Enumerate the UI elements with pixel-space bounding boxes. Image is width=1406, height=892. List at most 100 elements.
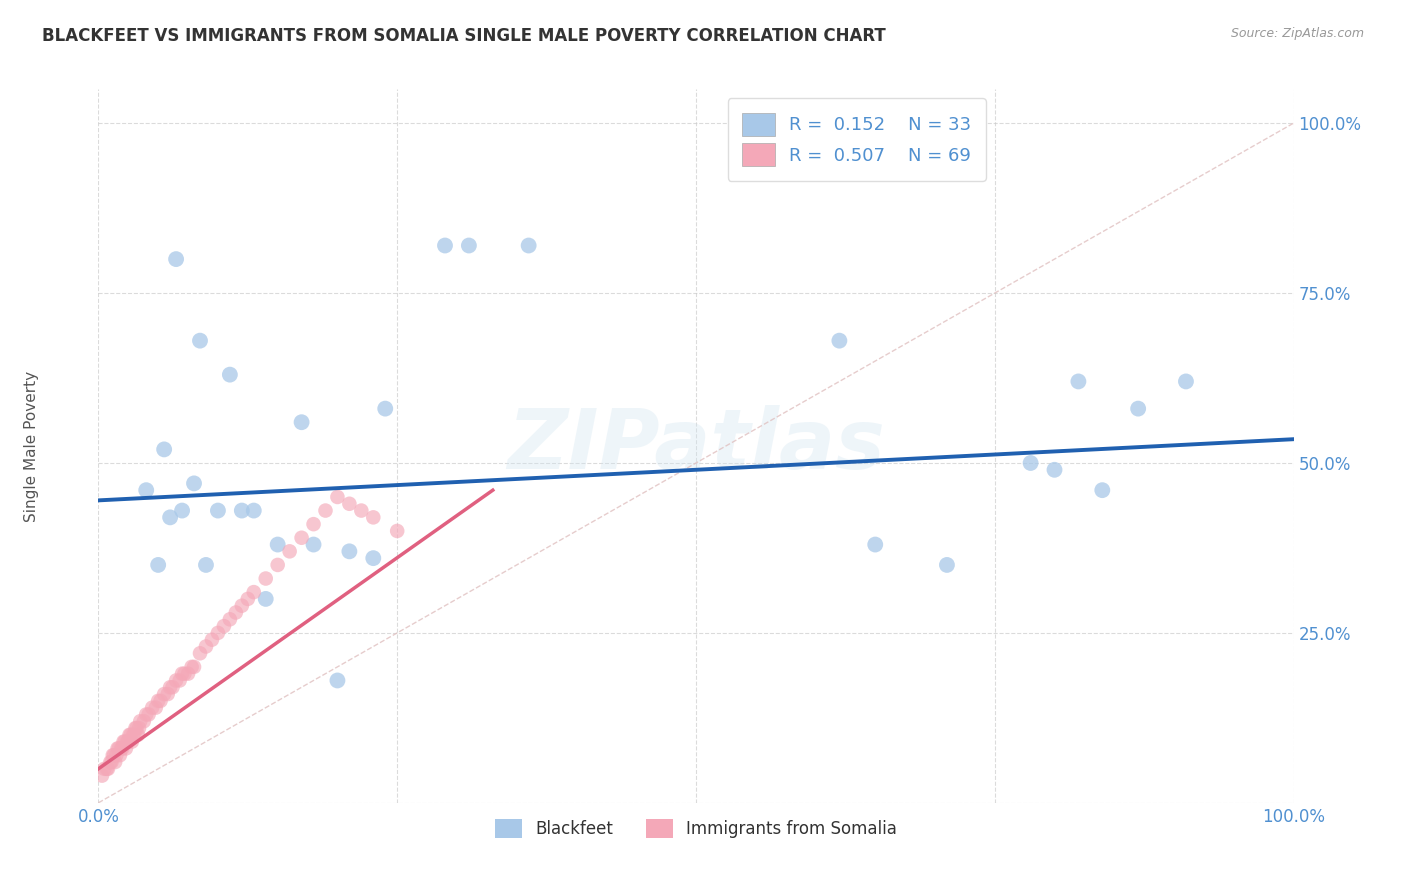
Point [165,252,187,266]
Point [339,497,361,511]
Point [115,741,138,756]
Point [172,503,194,517]
Point [141,700,163,714]
Point [291,531,314,545]
Point [118,728,141,742]
Point [148,694,170,708]
Point [385,524,409,538]
Point [243,585,266,599]
Text: ZIPatlas: ZIPatlas [508,406,884,486]
Point [169,673,191,688]
Point [135,707,157,722]
Point [105,748,128,763]
Point [236,591,259,606]
Text: Single Male Poverty: Single Male Poverty [24,370,39,522]
Point [135,483,157,498]
Point [188,646,211,660]
Point [124,728,146,742]
Point [100,755,122,769]
Point [243,503,266,517]
Point [125,721,148,735]
Point [127,728,149,742]
Point [183,660,205,674]
Point [97,762,120,776]
Point [1067,375,1090,389]
Point [108,748,131,763]
Text: BLACKFEET VS IMMIGRANTS FROM SOMALIA SINGLE MALE POVERTY CORRELATION CHART: BLACKFEET VS IMMIGRANTS FROM SOMALIA SIN… [42,27,886,45]
Point [326,490,349,504]
Point [120,728,142,742]
Point [162,680,184,694]
Point [172,666,194,681]
Point [115,734,138,748]
Point [374,401,396,416]
Text: Source: ZipAtlas.com: Source: ZipAtlas.com [1230,27,1364,40]
Point [458,238,481,252]
Point [254,572,277,586]
Point [363,510,385,524]
Point [828,334,851,348]
Point [153,442,176,457]
Point [138,707,160,722]
Point [207,626,229,640]
Point [124,721,146,735]
Point [114,734,136,748]
Point [98,755,122,769]
Point [112,734,135,748]
Point [188,334,211,348]
Point [936,558,959,572]
Point [156,687,179,701]
Point [111,741,134,756]
Legend: Blackfeet, Immigrants from Somalia: Blackfeet, Immigrants from Somalia [488,812,904,845]
Point [104,755,127,769]
Point [145,700,167,714]
Point [1175,375,1198,389]
Point [93,762,115,776]
Point [103,748,125,763]
Point [326,673,349,688]
Point [165,673,187,688]
Point [149,694,172,708]
Point [291,415,314,429]
Point [159,680,181,694]
Point [183,476,205,491]
Point [339,544,361,558]
Point [128,721,150,735]
Point [107,741,129,756]
Point [201,632,224,647]
Point [173,666,195,681]
Point [350,503,373,517]
Point [302,517,325,532]
Point [225,606,247,620]
Point [315,503,337,517]
Point [91,769,114,783]
Point [267,537,290,551]
Point [180,660,202,674]
Point [1043,463,1066,477]
Point [363,551,385,566]
Point [1019,456,1042,470]
Point [865,537,887,551]
Point [267,558,290,572]
Point [132,714,155,729]
Point [517,238,540,252]
Point [219,368,242,382]
Point [101,748,124,763]
Point [1091,483,1114,498]
Point [177,666,200,681]
Point [278,544,301,558]
Point [254,591,277,606]
Point [107,741,129,756]
Point [129,714,152,729]
Point [302,537,325,551]
Point [195,640,218,654]
Point [219,612,242,626]
Point [153,687,176,701]
Point [110,741,132,756]
Point [121,734,143,748]
Point [207,503,229,517]
Point [434,238,457,252]
Point [122,728,145,742]
Point [159,510,181,524]
Point [117,734,139,748]
